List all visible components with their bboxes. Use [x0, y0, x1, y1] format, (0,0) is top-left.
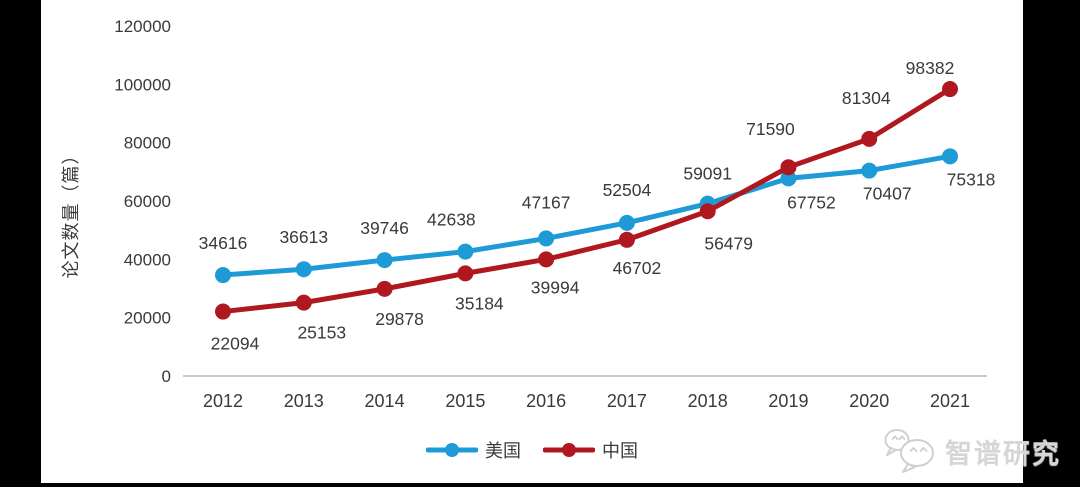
point-china-2020 — [861, 130, 878, 147]
value-label-usa-2020: 70407 — [863, 184, 912, 204]
point-china-2017 — [618, 231, 635, 248]
wechat-icon — [884, 429, 934, 473]
value-label-usa-2017: 52504 — [603, 180, 652, 200]
value-label-china-2021: 98382 — [906, 58, 955, 78]
x-tick-label: 2014 — [365, 391, 405, 411]
point-china-2013 — [295, 294, 312, 311]
point-usa-2021 — [942, 148, 959, 165]
value-label-usa-2015: 42638 — [427, 210, 476, 230]
line-chart: 0 20000 40000 60000 80000 100000 120000 2012 201… — [114, 17, 996, 411]
x-tick-label: 2016 — [526, 391, 566, 411]
point-china-2016 — [538, 251, 555, 268]
chart-card: 论文数量（篇） 0 20000 40000 60000 80000 100000 12000… — [41, 0, 1023, 483]
point-china-2012 — [215, 303, 231, 320]
x-tick-label: 2013 — [284, 391, 324, 411]
point-usa-2013 — [295, 261, 312, 278]
legend-label: 中国 — [602, 441, 638, 461]
value-label-usa-2014: 39746 — [360, 218, 409, 238]
y-tick-label: 120000 — [114, 17, 171, 36]
point-usa-2017 — [618, 214, 635, 231]
value-label-usa-2016: 47167 — [522, 192, 571, 212]
y-tick-label: 40000 — [124, 250, 171, 269]
value-label-china-2018: 56479 — [704, 233, 753, 253]
point-usa-2014 — [376, 252, 393, 269]
y-tick-label: 80000 — [124, 134, 171, 153]
x-tick-label: 2020 — [849, 391, 889, 411]
value-label-china-2019: 71590 — [746, 119, 795, 139]
value-label-china-2014: 29878 — [375, 309, 424, 329]
x-tick-label: 2017 — [607, 391, 647, 411]
value-label-china-2017: 46702 — [613, 258, 662, 278]
value-label-usa-2012: 34616 — [199, 233, 248, 253]
legend-label: 美国 — [485, 441, 521, 461]
point-china-2019 — [780, 159, 797, 176]
legend-swatch-china — [543, 443, 595, 457]
chart-legend: 美国 中国 — [41, 437, 1023, 463]
x-tick-label: 2021 — [930, 391, 970, 411]
x-tick-label: 2019 — [768, 391, 808, 411]
x-tick-label: 2012 — [203, 391, 243, 411]
watermark: 智谱研究 — [882, 424, 1061, 478]
point-usa-2020 — [861, 162, 878, 179]
value-label-usa-2018: 59091 — [683, 164, 732, 184]
value-label-china-2013: 25153 — [297, 323, 346, 343]
watermark-text: 智谱研究 — [945, 438, 1061, 469]
legend-item-usa: 美国 — [426, 437, 521, 463]
y-tick-label: 20000 — [124, 309, 171, 328]
point-usa-2016 — [538, 230, 555, 247]
legend-swatch-usa — [426, 443, 478, 457]
legend-dot — [562, 443, 576, 457]
line-china — [220, 86, 953, 315]
point-usa-2019 — [780, 170, 797, 187]
value-label-usa-2021: 75318 — [947, 169, 996, 189]
y-tick-label: 100000 — [114, 75, 171, 94]
x-tick-label: 2015 — [445, 391, 485, 411]
x-tick-label: 2018 — [688, 391, 728, 411]
value-label-china-2016: 39994 — [531, 277, 580, 297]
value-label-china-2020: 81304 — [842, 88, 891, 108]
point-usa-2012 — [215, 267, 231, 284]
line-usa — [220, 153, 953, 278]
value-label-china-2015: 35184 — [455, 293, 504, 313]
value-label-usa-2019: 67752 — [787, 192, 836, 212]
legend-item-china: 中国 — [543, 437, 638, 463]
point-usa-2015 — [457, 243, 474, 260]
value-label-china-2012: 22094 — [211, 334, 260, 354]
value-label-usa-2013: 36613 — [279, 227, 328, 247]
point-china-2021 — [942, 81, 959, 98]
point-china-2018 — [699, 203, 716, 220]
legend-dot — [445, 443, 459, 457]
y-tick-label: 0 — [162, 367, 171, 386]
point-china-2015 — [457, 265, 474, 282]
y-tick-label: 60000 — [124, 192, 171, 211]
point-china-2014 — [376, 280, 393, 297]
